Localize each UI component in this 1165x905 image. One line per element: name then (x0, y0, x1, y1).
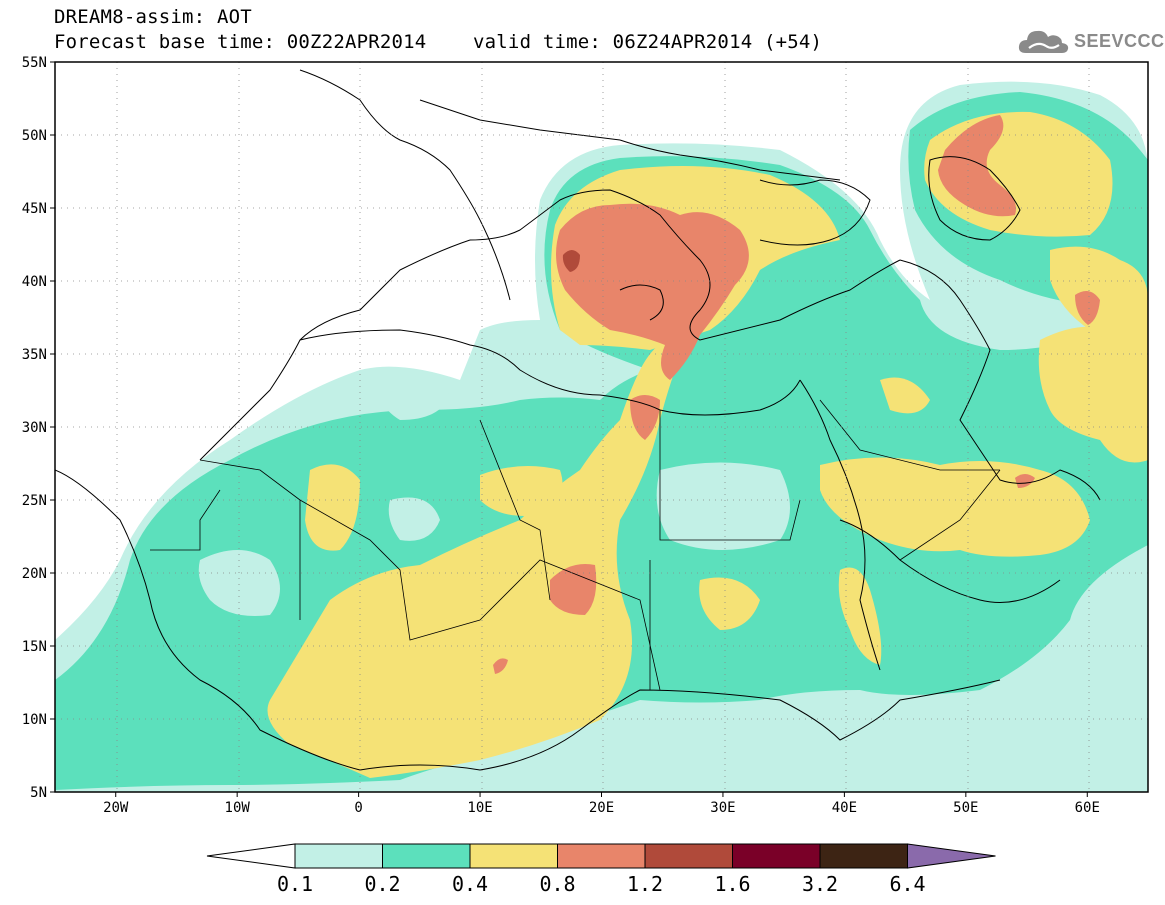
colorbar-label: 0.4 (452, 872, 488, 896)
aot-field (55, 62, 1148, 792)
lat-label: 45N (22, 201, 47, 217)
coastlines-borders (55, 69, 1101, 771)
graticule (55, 62, 1148, 792)
forecast-time-line: Forecast base time: 00Z22APR2014 valid t… (54, 31, 822, 53)
lat-label: 40N (22, 274, 47, 290)
colorbar-swatch (469, 843, 558, 869)
seevccc-logo: SEEVCCC (1018, 24, 1165, 58)
latitude-axis: 55N 50N 45N 40N 35N 30N 25N 20N 15N 10N 5N (22, 55, 55, 801)
colorbar-under-triangle (206, 843, 296, 869)
lat-label: 30N (22, 420, 47, 436)
colorbar-swatch (294, 843, 383, 869)
colorbar-over-triangle (907, 843, 996, 869)
lat-label: 25N (22, 493, 47, 509)
lon-label: 20E (589, 800, 614, 816)
lon-label: 20W (103, 800, 129, 816)
aot-1.2-1.6-band (562, 250, 580, 272)
colorbar-swatch (819, 843, 908, 869)
lat-label: 15N (22, 639, 47, 655)
colorbar-label: 3.2 (802, 872, 838, 896)
lon-label: 10E (467, 800, 492, 816)
aot-colorbar: 0.1 0.2 0.4 0.8 1.2 1.6 3.2 6.4 (206, 843, 996, 896)
aot-0.1-holes (198, 377, 790, 616)
lat-label: 5N (30, 785, 47, 801)
lon-label: 50E (953, 800, 978, 816)
colorbar-swatch (732, 843, 821, 869)
lon-label: 10W (225, 800, 251, 816)
colorbar-label: 0.2 (364, 872, 400, 896)
colorbar-label: 6.4 (889, 872, 925, 896)
valid-time-label: valid time: 06Z24APR2014 (+54) (473, 31, 823, 53)
lon-label: 40E (832, 800, 857, 816)
lat-label: 10N (22, 712, 47, 728)
colorbar-swatch (557, 843, 646, 869)
aot-0.8-1.2-band (493, 115, 1100, 674)
longitude-axis: 20W 10W 0 10E 20E 30E 40E 50E 60E (103, 792, 1100, 816)
lat-label: 50N (22, 128, 47, 144)
political-borders (150, 399, 1001, 691)
lat-label: 20N (22, 566, 47, 582)
lat-label: 55N (22, 55, 47, 71)
colorbar-label: 0.8 (539, 872, 575, 896)
lat-label: 35N (22, 347, 47, 363)
cloud-icon (1018, 30, 1069, 53)
logo-text: SEEVCCC (1074, 30, 1165, 51)
lon-label: 30E (710, 800, 735, 816)
colorbar-swatch (644, 843, 733, 869)
colorbar-label: 1.2 (627, 872, 663, 896)
lon-label: 0 (354, 800, 362, 816)
colorbar-label: 1.6 (714, 872, 750, 896)
colorbar-swatch (382, 843, 471, 869)
colorbar-label: 0.1 (277, 872, 313, 896)
base-time-label: Forecast base time: 00Z22APR2014 (54, 31, 427, 53)
lon-label: 60E (1075, 800, 1100, 816)
map-title: DREAM8-assim: AOT (54, 6, 252, 28)
